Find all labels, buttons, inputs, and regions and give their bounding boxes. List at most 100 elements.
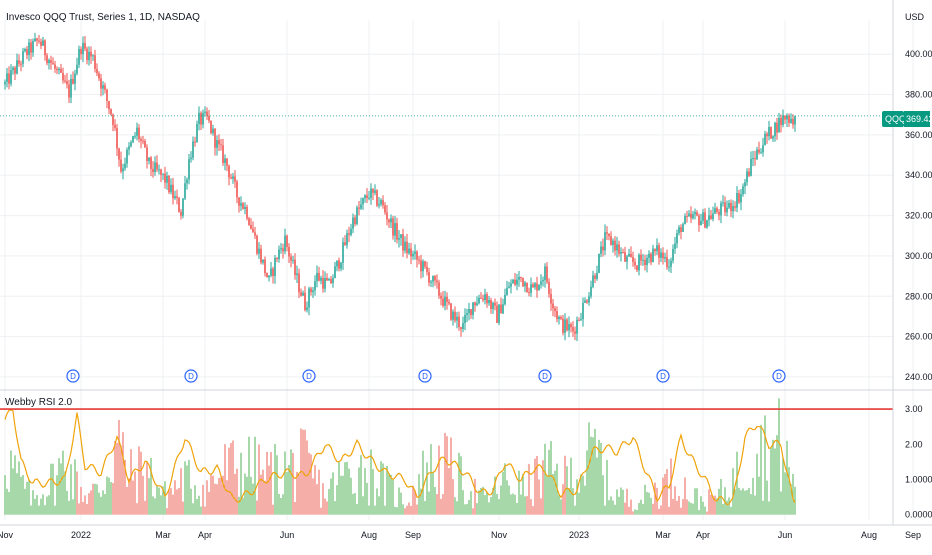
rsi-bar: [68, 500, 70, 515]
rsi-bar: [418, 474, 420, 515]
candle-body: [484, 294, 486, 301]
candle-body: [30, 42, 32, 53]
rsi-bar: [428, 491, 430, 515]
rsi-bar: [500, 485, 502, 515]
rsi-bar: [314, 465, 316, 515]
rsi-bar: [622, 489, 624, 515]
candle-body: [360, 204, 362, 209]
candle-body: [518, 276, 520, 280]
candle-body: [294, 259, 296, 276]
candle-body: [96, 68, 98, 74]
rsi-bar: [406, 505, 408, 515]
rsi-bar: [258, 444, 260, 515]
rsi-bar: [70, 464, 72, 515]
candle-body: [774, 122, 776, 137]
candle-body: [262, 259, 264, 263]
candle-body: [178, 198, 180, 212]
currency-label[interactable]: USD: [905, 12, 925, 22]
candle-body: [194, 141, 196, 143]
rsi-bar: [526, 496, 528, 515]
candle-body: [338, 260, 340, 269]
rsi-line: [4, 409, 796, 506]
rsi-bar: [420, 488, 422, 515]
candle-body: [456, 316, 458, 321]
indicator-title[interactable]: Webby RSI 2.0: [5, 397, 73, 408]
candle-body: [20, 63, 22, 65]
candle-body: [538, 284, 540, 291]
candle-body: [750, 158, 752, 176]
candle-body: [322, 277, 324, 289]
rsi-bar: [256, 500, 258, 515]
rsi-bar: [58, 458, 60, 515]
rsi-bar: [668, 506, 670, 515]
candle-body: [654, 248, 656, 252]
candle-body: [130, 142, 132, 147]
candle-body: [280, 248, 282, 250]
candle-body: [214, 128, 216, 148]
candle-body: [8, 73, 10, 84]
dividend-marker: [772, 369, 786, 383]
rsi-bar: [436, 494, 438, 515]
rsi-bar: [22, 475, 24, 515]
rsi-bar: [214, 483, 216, 515]
rsi-bar: [780, 491, 782, 515]
candle-body: [702, 212, 704, 221]
candle-body: [778, 117, 780, 133]
rsi-bar: [264, 480, 266, 515]
rsi-bar: [216, 484, 218, 515]
candle-body: [296, 273, 298, 276]
candle-body: [166, 176, 168, 183]
candle-body: [230, 177, 232, 179]
candle-body: [648, 253, 650, 258]
candle-body: [390, 218, 392, 223]
candle-body: [316, 272, 318, 282]
rsi-bar: [748, 487, 750, 515]
candle-body: [680, 227, 682, 232]
candle-body: [738, 193, 740, 203]
candle-body: [586, 300, 588, 303]
candle-body: [366, 195, 368, 199]
rsi-bar: [106, 476, 108, 515]
candle-body: [502, 304, 504, 314]
candle-body: [234, 176, 236, 182]
rsi-bar: [462, 490, 464, 515]
candle-body: [118, 148, 120, 160]
candle-body: [690, 213, 692, 219]
candle-body: [794, 116, 796, 125]
candle-body: [746, 171, 748, 183]
candle-body: [252, 228, 254, 233]
rsi-bar: [736, 451, 738, 515]
candle-body: [582, 302, 584, 320]
rsi-bar: [156, 485, 158, 515]
rsi-bar: [30, 505, 32, 515]
candle-body: [642, 259, 644, 261]
candle-body: [16, 60, 18, 74]
candle-body: [670, 260, 672, 267]
rsi-bar: [608, 500, 610, 515]
candle-body: [108, 100, 110, 110]
dividend-label: D: [188, 372, 194, 381]
candle-body: [354, 217, 356, 224]
rsi-bar: [438, 445, 440, 515]
rsi-bar: [288, 464, 290, 515]
candle-body: [708, 215, 710, 221]
candle-body: [136, 127, 138, 136]
dividend-marker: [66, 369, 80, 383]
rsi-bar: [320, 507, 322, 515]
rsi-bar: [464, 504, 466, 515]
candle-body: [196, 123, 198, 143]
rsi-bar: [628, 506, 630, 515]
candle-body: [192, 141, 194, 158]
candle-body: [116, 127, 118, 149]
candle-body: [88, 51, 90, 61]
candle-body: [406, 241, 408, 254]
rsi-bar: [380, 461, 382, 515]
rsi-bar: [218, 477, 220, 515]
candle-body: [378, 204, 380, 206]
rsi-bar: [310, 454, 312, 515]
rsi-bar: [566, 466, 568, 515]
candle-body: [596, 272, 598, 279]
candle-body: [786, 115, 788, 120]
symbol-badge-bg: [882, 111, 904, 127]
